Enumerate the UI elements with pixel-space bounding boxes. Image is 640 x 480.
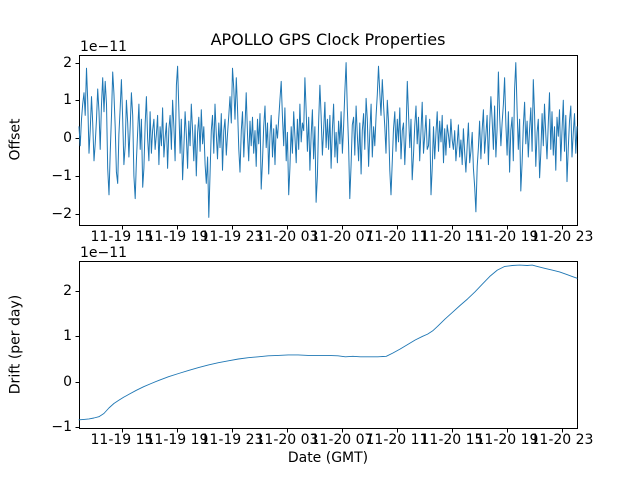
chart-title: APOLLO GPS Clock Properties — [210, 30, 446, 49]
x-tick-label: 11-20 03 — [255, 432, 319, 448]
x-tick-label: 11-20 23 — [530, 229, 594, 245]
y-tick-label: −1 — [51, 168, 72, 184]
y-tick-label: 1 — [63, 92, 72, 108]
x-tick-label: 11-20 11 — [365, 432, 429, 448]
y-tick-label: 1 — [63, 328, 72, 344]
x-tick-label: 11-20 23 — [530, 432, 594, 448]
x-tick-label: 11-20 07 — [310, 229, 374, 245]
gps-clock-drift-line — [78, 264, 578, 421]
x-tick-label: 11-19 23 — [200, 432, 264, 448]
x-tick-label: 11-19 15 — [90, 432, 154, 448]
x-tick-label: 11-20 03 — [255, 229, 319, 245]
gps-clock-offset-line — [78, 62, 578, 218]
y-tick-label: 0 — [63, 130, 72, 146]
y-tick-label: −1 — [51, 419, 72, 435]
x-tick-label: 11-20 15 — [420, 229, 484, 245]
x-tick-label: 11-20 19 — [475, 229, 539, 245]
x-tick-label: 11-19 23 — [200, 229, 264, 245]
y-tick-label: 2 — [63, 55, 72, 71]
drift-axis-exponent-label: 1e−11 — [80, 245, 128, 261]
x-axis-label-date: Date (GMT) — [287, 450, 369, 466]
x-tick-label: 11-19 19 — [145, 432, 209, 448]
y-tick-label: −2 — [51, 206, 72, 222]
x-tick-label: 11-20 11 — [365, 229, 429, 245]
x-tick-label: 11-20 15 — [420, 432, 484, 448]
x-tick-label: 11-19 19 — [145, 229, 209, 245]
x-tick-label: 11-19 15 — [90, 229, 154, 245]
y-tick-label: 0 — [63, 374, 72, 390]
offset-axis-exponent-label: 1e−11 — [80, 39, 128, 55]
x-tick-label: 11-20 07 — [310, 432, 374, 448]
y-tick-label: 2 — [63, 283, 72, 299]
axes-spines — [79, 261, 578, 429]
x-tick-label: 11-20 19 — [475, 432, 539, 448]
